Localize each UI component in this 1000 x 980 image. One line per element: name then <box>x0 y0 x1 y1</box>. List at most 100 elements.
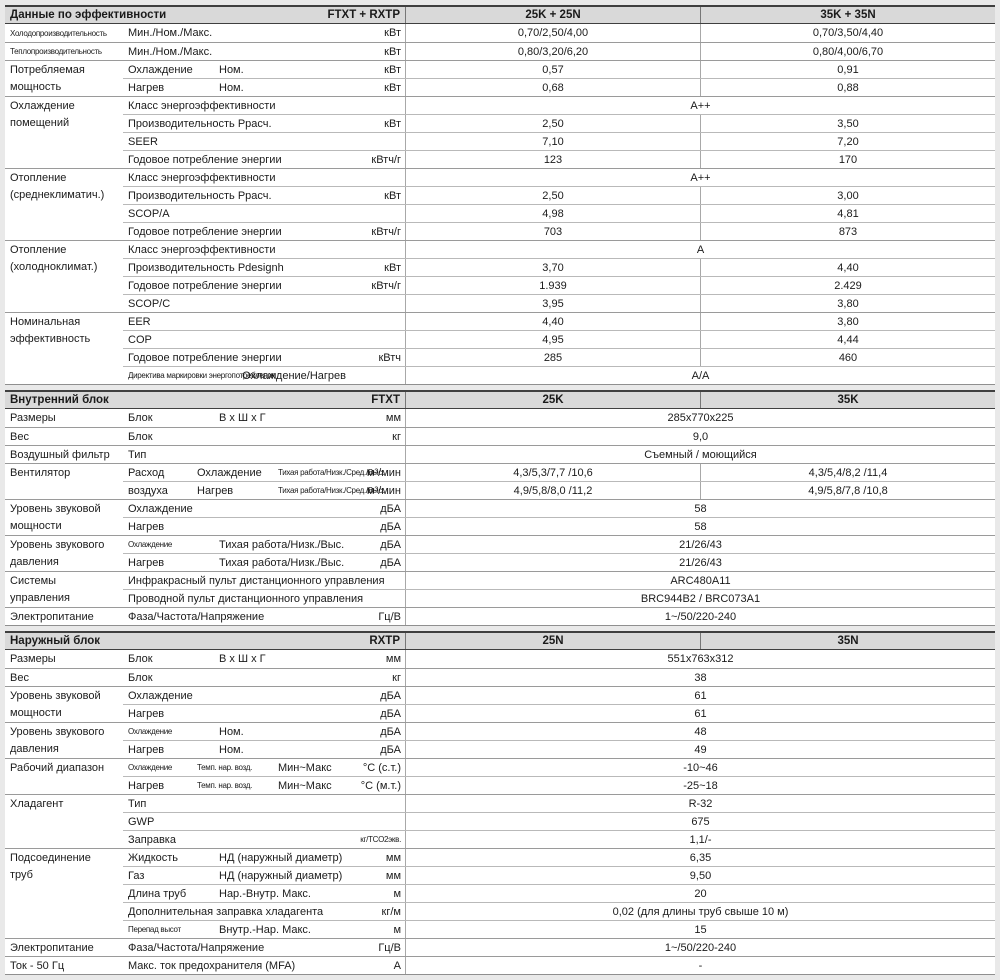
row-unit <box>351 295 405 312</box>
row-unit: кг <box>392 671 401 684</box>
row-category: (среднеклиматич.) <box>10 189 105 201</box>
row-category: помещений <box>10 117 70 129</box>
row-labels: Директива маркировки энергопотребления Ох… <box>123 367 351 384</box>
row-content: COP 4,95 4,44 <box>123 330 995 348</box>
row-parameter: Мин~Макс <box>278 779 332 792</box>
row-labels: Блок В x Ш x Г <box>123 409 351 427</box>
value-cell-span: -25~18 <box>405 777 995 794</box>
row-labels: Охлаждение Ном. <box>123 723 351 740</box>
row-content: SCOP/A 4,98 4,81 <box>123 204 995 222</box>
row-parameter: Тихая работа/Низк./Выс. <box>219 556 345 569</box>
row-category: Уровень звукового <box>10 538 105 551</box>
section-performance-data: Данные по эффективности FTXT + RXTP 25K + … <box>5 5 995 385</box>
column-header-2: 35N <box>700 633 995 649</box>
column-header-2: 35K <box>700 392 995 408</box>
section-header-label: Наружный блок RXTP <box>5 633 405 649</box>
row-parameter: Директива маркировки энергопотребления <box>128 371 276 380</box>
row-category: Холодопроизводительность <box>10 28 107 38</box>
row-content: Фаза/Частота/Напряжение Гц/В 1~/50/220-240 <box>123 608 995 625</box>
row-parameter: Охлаждение/Нагрев <box>242 369 346 382</box>
row-unit: кВт <box>384 63 401 76</box>
row-parameter: Годовое потребление энергии <box>128 279 282 292</box>
row-labels: Производительность Pрасч. <box>123 187 351 204</box>
row-parameter: Тихая работа/Низк./Сред./Выс. <box>278 486 384 495</box>
value-cell-col1: 3,70 <box>405 259 700 276</box>
row-content: Мин./Ном./Макс. кВт 0,80/3,20/6,20 0,80/4,0… <box>123 43 995 60</box>
table-row: мощности Нагрев дБА 61 <box>5 704 995 722</box>
row-parameter: Тип <box>128 448 147 461</box>
row-category: Электропитание <box>10 941 94 954</box>
row-content: Газ НД (наружный диаметр) мм 9,50 <box>123 866 995 884</box>
table-row: Номинальная EER 4,40 3,80 <box>5 312 995 330</box>
value-cell-col1: 0,68 <box>405 79 700 96</box>
row-labels: Газ НД (наружный диаметр) <box>123 867 351 884</box>
value-cell-span: A++ <box>405 97 995 114</box>
section-header-label: Внутренний блок FTXT <box>5 392 405 408</box>
row-parameter: Класс энергоэффективности <box>128 99 276 112</box>
row-parameter: Нагрев <box>197 484 234 497</box>
value-cell-col2: 0,91 <box>700 61 995 78</box>
value-cell-col1: 0,57 <box>405 61 700 78</box>
row-parameter: Нагрев <box>128 707 165 720</box>
row-parameter: Длина труб <box>128 887 187 900</box>
row-category <box>5 884 123 902</box>
row-category: эффективность <box>10 333 91 345</box>
row-unit: мм <box>385 851 401 864</box>
row-labels: Годовое потребление энергии <box>123 223 351 240</box>
table-row: (холодноклимат.) Производительность Pdesi… <box>5 258 995 276</box>
row-content: Класс энергоэффективности A++ <box>123 169 995 186</box>
row-unit: кВт <box>384 81 401 94</box>
row-category: давления <box>10 556 59 568</box>
value-cell-col1: 703 <box>405 223 700 240</box>
table-row: Дополнительная заправка хладагента кг/м 0,… <box>5 902 995 920</box>
section-header: Данные по эффективности FTXT + RXTP 25K + … <box>5 5 995 24</box>
row-unit: кВтч/г <box>371 279 401 292</box>
value-cell-span: 1~/50/220-240 <box>405 939 995 956</box>
table-row: эффективность COP 4,95 4,44 <box>5 330 995 348</box>
value-cell-col2: 4,81 <box>700 205 995 222</box>
row-unit <box>351 446 405 463</box>
row-content: Годовое потребление энергии кВтч 285 460 <box>123 348 995 366</box>
row-parameter: Производительность Pdesignh <box>128 261 284 274</box>
table-row: Перепад высот Внутр.-Нар. Макс. м 15 <box>5 920 995 938</box>
row-parameter: Охлаждение <box>128 502 193 515</box>
table-row: воздуха Нагрев Тихая работа/Низк./Сред./Вы… <box>5 481 995 499</box>
row-parameter: SCOP/A <box>128 207 170 220</box>
section-title: Наружный блок <box>10 635 101 647</box>
column-header-1: 25K + 25N <box>405 7 700 23</box>
row-content: Класс энергоэффективности A <box>123 241 995 258</box>
row-content: Годовое потребление энергии кВтч/г 1.939 2.… <box>123 276 995 294</box>
row-labels: Охлаждение <box>123 500 351 517</box>
row-content: Охлаждение Темп. нар. возд. Мин~Макс °C (с.… <box>123 759 995 776</box>
row-parameter: Ном. <box>219 63 244 76</box>
value-cell-col1: 0,80/3,20/6,20 <box>405 43 700 60</box>
row-parameter: Макс. ток предохранителя (MFA) <box>128 959 296 972</box>
table-row: Ток - 50 Гц Макс. ток предохранителя (MFA… <box>5 956 995 974</box>
row-content: Блок В x Ш x Г мм 551x763x312 <box>123 650 995 668</box>
row-labels: Блок <box>123 428 351 445</box>
value-cell-col1: 123 <box>405 151 700 168</box>
section-title: Данные по эффективности <box>10 9 167 21</box>
row-content: Мин./Ном./Макс. кВт 0,70/2,50/4,00 0,70/3,5… <box>123 24 995 42</box>
table-row: Вентилятор Расход Охлаждение Тихая работа/Н… <box>5 463 995 481</box>
row-labels: Нагрев <box>123 705 351 722</box>
section-indoor-unit: Внутренний блок FTXT 25K 35K Размеры Блок В x … <box>5 390 995 626</box>
row-content: Директива маркировки энергопотребления Ох… <box>123 366 995 384</box>
row-content: Фаза/Частота/Напряжение Гц/В 1~/50/220-240 <box>123 939 995 956</box>
table-row: мощности Нагрев дБА 58 <box>5 517 995 535</box>
row-parameter: Нагрев <box>128 556 165 569</box>
table-row: SCOP/C 3,95 3,80 <box>5 294 995 312</box>
value-cell-span: 6,35 <box>405 849 995 866</box>
row-unit <box>351 331 405 348</box>
value-cell-span: 20 <box>405 885 995 902</box>
value-cell-col2: 0,70/3,50/4,40 <box>700 24 995 42</box>
row-content: EER 4,40 3,80 <box>123 313 995 330</box>
row-labels: Нагрев Темп. нар. возд. Мин~Макс <box>123 777 351 794</box>
row-parameter: GWP <box>128 815 155 828</box>
row-content: Годовое потребление энергии кВтч/г 703 873 <box>123 222 995 240</box>
row-labels: Инфракрасный пульт дистанционного управл… <box>123 572 385 589</box>
value-cell-col2: 2.429 <box>700 277 995 294</box>
value-cell-col1: 4,40 <box>405 313 700 330</box>
table-row: Воздушный фильтр Тип Съемный / моющийся <box>5 445 995 463</box>
row-labels: Нагрев Ном. <box>123 741 351 758</box>
